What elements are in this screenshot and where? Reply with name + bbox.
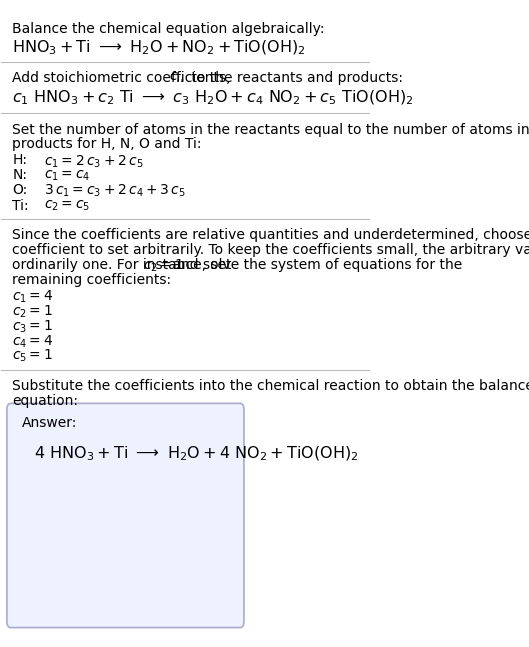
Text: $c_1\ \mathrm{HNO_3} + c_2\ \mathrm{Ti}\ \longrightarrow\ c_3\ \mathrm{H_2O} + c: $c_1\ \mathrm{HNO_3} + c_2\ \mathrm{Ti}\…	[12, 89, 414, 107]
Text: $c_5 = 1$: $c_5 = 1$	[12, 348, 53, 364]
Text: $c_1 = 4$: $c_1 = 4$	[12, 289, 53, 305]
Text: Add stoichiometric coefficients,: Add stoichiometric coefficients,	[12, 71, 235, 85]
Text: to the reactants and products:: to the reactants and products:	[187, 71, 403, 85]
Text: $c_4 = 4$: $c_4 = 4$	[12, 333, 53, 349]
Text: Ti:: Ti:	[12, 199, 29, 212]
Text: equation:: equation:	[12, 394, 78, 408]
Text: Answer:: Answer:	[22, 416, 77, 430]
Text: H:: H:	[12, 153, 28, 168]
Text: $c_2 = 1$: $c_2 = 1$	[12, 303, 53, 320]
Text: $c_1 = c_4$: $c_1 = c_4$	[44, 168, 90, 182]
Text: $\mathrm{HNO_3 + Ti\ \longrightarrow\ H_2O + NO_2 + TiO(OH)_2}$: $\mathrm{HNO_3 + Ti\ \longrightarrow\ H_…	[12, 38, 306, 56]
Text: and solve the system of equations for the: and solve the system of equations for th…	[168, 258, 462, 272]
Text: O:: O:	[12, 183, 28, 197]
Text: N:: N:	[12, 168, 28, 182]
Text: coefficient to set arbitrarily. To keep the coefficients small, the arbitrary va: coefficient to set arbitrarily. To keep …	[12, 243, 529, 257]
Text: Since the coefficients are relative quantities and underdetermined, choose a: Since the coefficients are relative quan…	[12, 228, 529, 242]
Text: $\mathrm{4\ HNO_3 + Ti\ \longrightarrow\ H_2O + 4\ NO_2 + TiO(OH)_2}$: $\mathrm{4\ HNO_3 + Ti\ \longrightarrow\…	[34, 444, 359, 463]
Text: Substitute the coefficients into the chemical reaction to obtain the balanced: Substitute the coefficients into the che…	[12, 379, 529, 393]
Text: $c_3 = 1$: $c_3 = 1$	[12, 318, 53, 334]
FancyBboxPatch shape	[7, 403, 244, 628]
Text: $3\,c_1 = c_3 + 2\,c_4 + 3\,c_5$: $3\,c_1 = c_3 + 2\,c_4 + 3\,c_5$	[44, 183, 186, 199]
Text: products for H, N, O and Ti:: products for H, N, O and Ti:	[12, 137, 202, 151]
Text: $c_2 = c_5$: $c_2 = c_5$	[44, 199, 90, 213]
Text: $c_1 = 2\,c_3 + 2\,c_5$: $c_1 = 2\,c_3 + 2\,c_5$	[44, 153, 143, 170]
Text: Balance the chemical equation algebraically:: Balance the chemical equation algebraica…	[12, 22, 325, 36]
Text: $c_2 = 1$: $c_2 = 1$	[142, 258, 184, 274]
Text: Set the number of atoms in the reactants equal to the number of atoms in the: Set the number of atoms in the reactants…	[12, 122, 529, 137]
Text: remaining coefficients:: remaining coefficients:	[12, 272, 171, 287]
Text: ordinarily one. For instance, set: ordinarily one. For instance, set	[12, 258, 236, 272]
Text: $c_i$,: $c_i$,	[169, 71, 184, 85]
